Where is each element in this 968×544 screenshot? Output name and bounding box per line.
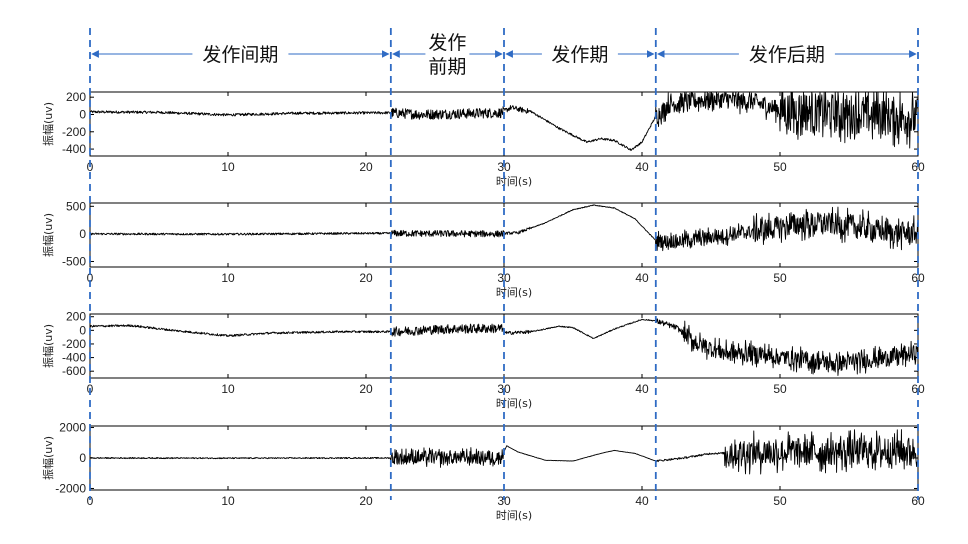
y-axis-label: 振幅(uv) — [41, 324, 55, 368]
x-tick-label: 10 — [221, 382, 235, 396]
x-axis-label-unit: (s) — [518, 397, 532, 410]
x-tick-label: 20 — [359, 160, 373, 174]
phase-label: 发作后期 — [749, 44, 825, 66]
y-tick-label: 2000 — [59, 421, 86, 435]
x-axis-label: 时间(s) — [496, 286, 532, 299]
phase-label: 发作期 — [551, 44, 608, 66]
x-axis-label: 时间(s) — [496, 509, 532, 522]
x-tick-label: 10 — [221, 271, 235, 285]
x-tick-label: 50 — [773, 494, 787, 508]
signal-panels: 2000-200-4000102030405060时间(s)振幅(uv)5000… — [41, 90, 925, 522]
x-axis-label: 时间(s) — [496, 175, 532, 188]
x-tick-label: 50 — [773, 382, 787, 396]
x-tick-label: 60 — [911, 494, 925, 508]
y-axis-label: 振幅(uv) — [41, 213, 55, 257]
y-tick-label: -200 — [62, 125, 86, 139]
x-tick-label: 20 — [359, 494, 373, 508]
y-axis-label: 振幅(uv) — [41, 102, 55, 146]
y-axis-label: 振幅(uv) — [41, 436, 55, 480]
y-tick-label: 0 — [79, 227, 86, 241]
y-tick-label: 0 — [79, 451, 86, 465]
y-tick-label: -500 — [62, 254, 86, 268]
y-tick-label: 200 — [66, 310, 86, 324]
y-tick-label: -400 — [62, 142, 86, 156]
x-axis-label-text: 时间 — [496, 397, 518, 410]
phase-label: 发作 — [428, 32, 466, 54]
y-tick-label: 0 — [79, 323, 86, 337]
x-tick-label: 60 — [911, 271, 925, 285]
x-tick-label: 30 — [497, 271, 511, 285]
phase-label-line2: 前期 — [428, 56, 466, 78]
signal-trace — [89, 91, 919, 152]
x-tick-label: 40 — [635, 382, 649, 396]
x-tick-label: 0 — [87, 494, 94, 508]
y-tick-label: -2000 — [55, 481, 86, 495]
phase-dividers — [89, 28, 919, 500]
x-tick-label: 20 — [359, 271, 373, 285]
y-tick-label: -600 — [62, 364, 86, 378]
x-tick-label: 20 — [359, 382, 373, 396]
phase-label: 发作间期 — [202, 44, 278, 66]
y-tick-label: 200 — [66, 90, 86, 104]
x-tick-label: 50 — [773, 271, 787, 285]
panel-3: 2000-200-400-6000102030405060时间(s)振幅(uv) — [41, 310, 925, 410]
x-axis-label-unit: (s) — [518, 175, 532, 188]
panel-1: 2000-200-4000102030405060时间(s)振幅(uv) — [41, 90, 925, 188]
x-tick-label: 50 — [773, 160, 787, 174]
y-tick-label: -400 — [62, 351, 86, 365]
x-axis-label-text: 时间 — [496, 509, 518, 522]
y-tick-label: 0 — [79, 107, 86, 121]
x-axis-label: 时间(s) — [496, 397, 532, 410]
y-tick-label: 500 — [66, 199, 86, 213]
x-tick-label: 30 — [497, 494, 511, 508]
x-tick-label: 10 — [221, 160, 235, 174]
x-tick-label: 40 — [635, 494, 649, 508]
x-tick-label: 40 — [635, 160, 649, 174]
x-axis-label-text: 时间 — [496, 286, 518, 299]
x-tick-label: 40 — [635, 271, 649, 285]
x-tick-label: 0 — [87, 271, 94, 285]
x-tick-label: 10 — [221, 494, 235, 508]
x-axis-label-unit: (s) — [518, 286, 532, 299]
x-axis-label-unit: (s) — [518, 509, 532, 522]
y-tick-label: -200 — [62, 337, 86, 351]
x-axis-label-text: 时间 — [496, 175, 518, 188]
